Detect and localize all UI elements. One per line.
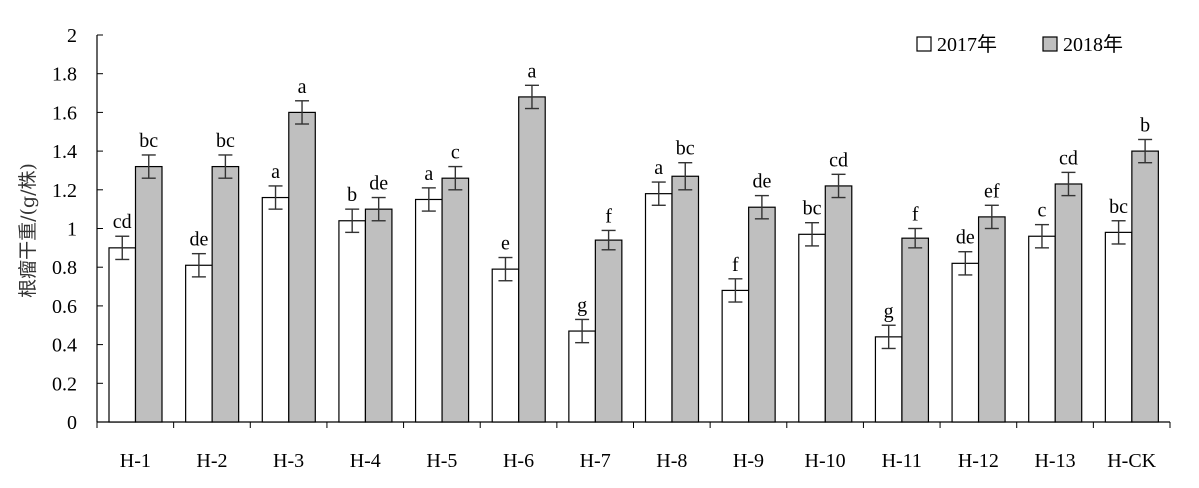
significance-label: a [654, 157, 663, 179]
x-tick-label: H-4 [350, 450, 381, 472]
y-tick-label: 1 [67, 219, 77, 241]
y-axis-label: 根瘤干重/(g/株) [17, 163, 39, 298]
significance-label: f [912, 204, 919, 226]
bar [901, 237, 930, 423]
significance-label: f [732, 254, 739, 276]
x-tick-label: H-11 [882, 450, 922, 472]
bar [441, 177, 470, 423]
legend-swatch [916, 36, 932, 52]
x-tick-label: H-10 [805, 450, 846, 472]
bar [185, 264, 213, 423]
y-tick-label: 1.8 [52, 64, 77, 86]
bar [874, 336, 903, 423]
x-tick-label: H-6 [503, 450, 534, 472]
significance-label: f [605, 205, 612, 227]
significance-label: ef [984, 180, 1000, 202]
significance-label: a [528, 60, 537, 82]
legend-label: 2018年 [1063, 33, 1123, 56]
significance-label: bc [676, 138, 695, 160]
significance-label: bc [139, 130, 158, 152]
bar [261, 196, 290, 423]
significance-label: b [1140, 114, 1150, 136]
bar [644, 193, 673, 423]
significance-label: cd [829, 149, 848, 171]
significance-label: de [956, 227, 975, 249]
x-tick-label: H-5 [426, 450, 457, 472]
bar [518, 96, 546, 423]
legend-swatch [1042, 36, 1058, 52]
significance-label: a [424, 163, 433, 185]
significance-label: bc [1109, 196, 1128, 218]
significance-label: b [347, 184, 357, 206]
significance-label: cd [1059, 147, 1078, 169]
x-tick-label: H-7 [580, 450, 611, 472]
x-tick-label: H-2 [196, 450, 227, 472]
y-tick-label: 0 [67, 412, 77, 434]
legend: 2017年 2018年 [916, 33, 1123, 56]
bar [338, 220, 367, 423]
x-tick-label: H-13 [1034, 450, 1075, 472]
bar [364, 208, 393, 423]
bar [568, 330, 596, 423]
bar [798, 233, 826, 423]
bar [951, 262, 980, 423]
y-tick-label: 1.4 [52, 141, 77, 163]
bar [414, 198, 443, 423]
y-tick-label: 0.2 [52, 373, 77, 395]
significance-label: de [752, 171, 771, 193]
significance-label: c [1038, 200, 1047, 222]
x-tick-label: H-8 [656, 450, 687, 472]
bar [594, 239, 623, 423]
y-tick-label: 2 [67, 25, 77, 47]
significance-label: bc [803, 198, 822, 220]
y-tick-label: 0.8 [52, 257, 77, 279]
bar [1104, 231, 1133, 423]
bar [1054, 183, 1083, 423]
x-tick-label: H-12 [958, 450, 999, 472]
significance-label: de [189, 229, 208, 251]
legend-label: 2017年 [937, 33, 997, 56]
bar [211, 165, 240, 423]
bar [748, 206, 776, 423]
significance-label: cd [113, 211, 132, 233]
x-tick-label: H-3 [273, 450, 304, 472]
bar [671, 175, 700, 423]
bar [1028, 235, 1056, 423]
y-tick-label: 0.6 [52, 296, 77, 318]
y-tick-label: 1.2 [52, 180, 77, 202]
y-tick-label: 1.6 [52, 102, 77, 124]
bar [491, 268, 520, 423]
significance-label: e [501, 233, 510, 255]
y-tick-label: 0.4 [52, 335, 77, 357]
bar [1131, 150, 1159, 423]
significance-label: g [884, 300, 894, 322]
bar [134, 165, 163, 423]
significance-label: a [298, 76, 307, 98]
significance-label: bc [216, 130, 235, 152]
bar [721, 289, 750, 423]
bar [977, 216, 1006, 423]
bar [288, 111, 316, 423]
significance-label: de [369, 173, 388, 195]
bar [824, 185, 853, 423]
significance-label: c [451, 142, 460, 164]
x-tick-label: H-9 [733, 450, 764, 472]
y-axis: 0 0.2 0.4 0.6 0.8 1 1.2 1.4 1.6 1.8 2 [52, 25, 103, 434]
significance-label: g [577, 294, 587, 316]
significance-label: a [271, 161, 280, 183]
bar [108, 247, 137, 423]
x-tick-label: H-1 [120, 450, 151, 472]
x-axis: H-1 H-2 H-3 H-4 H-5 H-6 H-7 H-8 H-9 H-10 H-11 H-12 H… [96, 421, 1171, 472]
x-tick-label: H-CK [1107, 450, 1156, 472]
